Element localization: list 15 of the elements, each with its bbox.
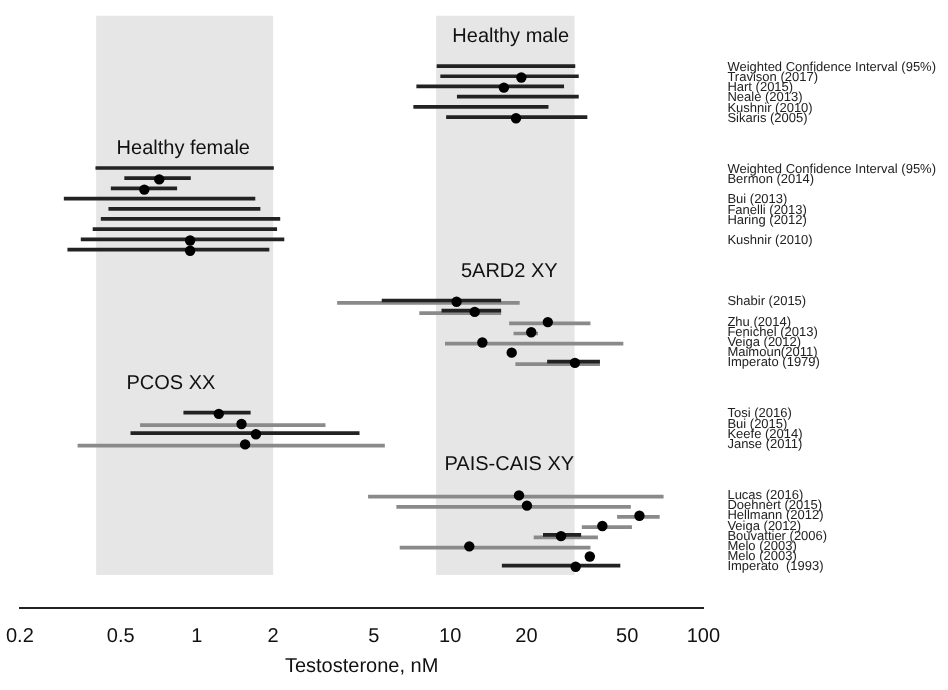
x-tick-label: 10: [439, 625, 463, 648]
x-tick-label: 2: [267, 625, 280, 648]
x-tick-label: 0.2: [6, 625, 35, 648]
annotation: 5ARD2 XY: [460, 260, 559, 283]
x-axis-title: Testosterone, nM: [284, 655, 439, 678]
x-tick-label: 1: [191, 625, 204, 648]
annotation: PAIS-CAIS XY: [444, 454, 575, 477]
x-tick-label: 100: [686, 625, 721, 648]
x-tick-label: 0.5: [106, 625, 136, 648]
x-tick-label: 50: [616, 625, 640, 648]
x-tick-label: 20: [515, 625, 539, 648]
x-tick-label: 5: [368, 625, 381, 648]
annotation: Healthy female: [116, 138, 251, 161]
annotation: PCOS XX: [126, 372, 217, 395]
annotation: Healthy male: [452, 26, 570, 49]
